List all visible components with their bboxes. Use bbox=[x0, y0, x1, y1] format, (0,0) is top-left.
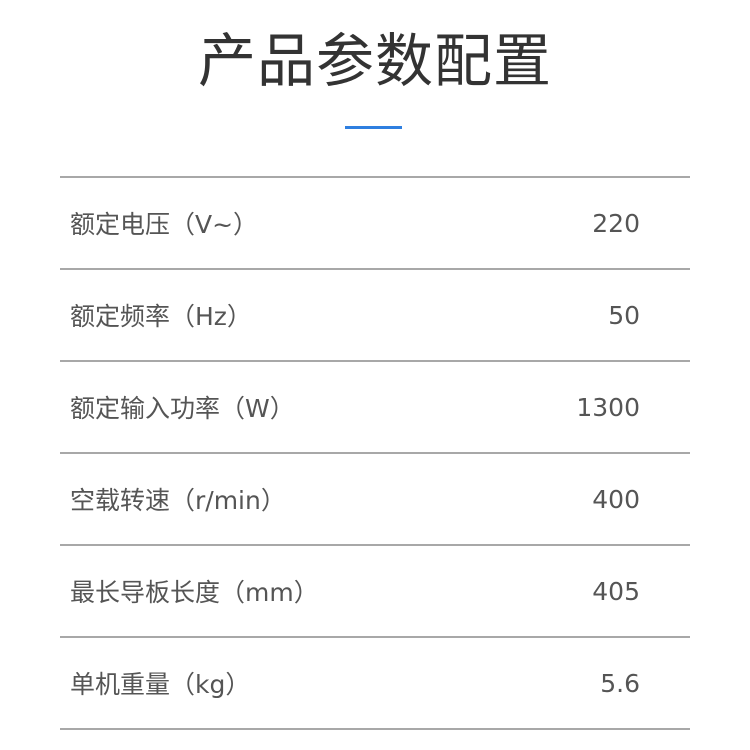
spec-table: 额定电压（V~） 220 额定频率（Hz） 50 额定输入功率（W） 1300 空载转… bbox=[60, 176, 690, 730]
spec-value: 50 bbox=[608, 300, 640, 330]
spec-value: 5.6 bbox=[600, 668, 640, 698]
table-row: 单机重量（kg） 5.6 bbox=[60, 638, 690, 730]
table-row: 空载转速（r/min） 400 bbox=[60, 454, 690, 546]
spec-label: 额定输入功率（W） bbox=[70, 394, 295, 423]
table-row: 额定频率（Hz） 50 bbox=[60, 270, 690, 362]
spec-value: 400 bbox=[592, 484, 640, 514]
table-row: 最长导板长度（mm） 405 bbox=[60, 546, 690, 638]
spec-label: 空载转速（r/min） bbox=[70, 486, 286, 515]
title-accent-line bbox=[345, 126, 402, 129]
spec-label: 额定电压（V~） bbox=[70, 210, 259, 239]
page-title: 产品参数配置 bbox=[197, 27, 552, 95]
spec-value: 405 bbox=[592, 576, 640, 606]
spec-label: 最长导板长度（mm） bbox=[70, 578, 319, 607]
spec-label: 额定频率（Hz） bbox=[70, 302, 252, 331]
spec-value: 1300 bbox=[576, 392, 640, 422]
spec-value: 220 bbox=[592, 208, 640, 238]
table-row: 额定电压（V~） 220 bbox=[60, 178, 690, 270]
spec-label: 单机重量（kg） bbox=[70, 670, 251, 699]
table-row: 额定输入功率（W） 1300 bbox=[60, 362, 690, 454]
